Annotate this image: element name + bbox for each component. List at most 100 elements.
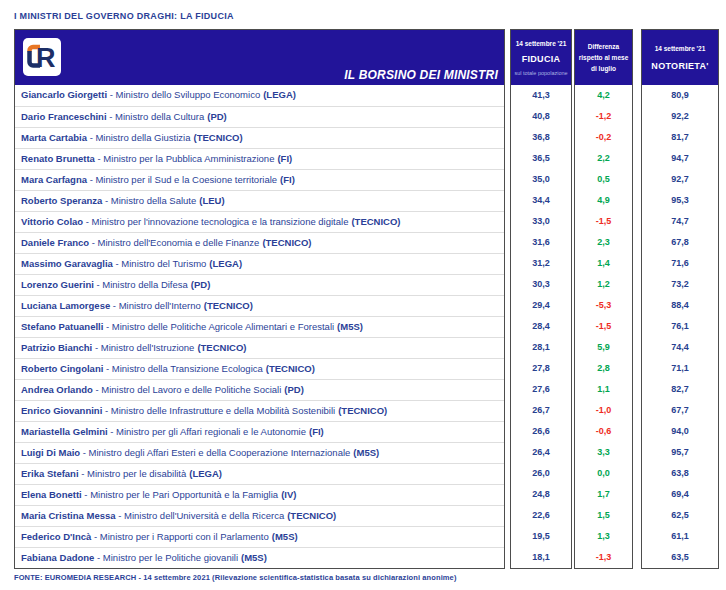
fiducia-value: 31,2 [511,253,571,274]
minister-name: Mariastella Gelmini [21,426,108,437]
name-role-separator: - [80,447,88,458]
table-row: Fabiana Dadone - Ministro per le Politic… [15,547,504,568]
minister-party: (M5S) [272,531,298,542]
notorieta-column-body: 80,992,281,794,792,795,374,767,871,673,2… [642,85,718,568]
fiducia-value: 36,5 [511,148,571,169]
minister-name: Vittorio Colao [21,216,83,227]
table-row: Renato Brunetta - Ministro per la Pubbli… [15,148,504,169]
table-row: Mara Carfagna - Ministro per il Sud e la… [15,169,504,190]
minister-name: Erika Stefani [21,468,79,479]
notorieta-value: 67,7 [642,400,718,421]
minister-name: Maria Cristina Messa [21,510,116,521]
name-role-separator: - [82,489,90,500]
fiducia-value: 41,3 [511,85,571,106]
minister-name: Roberto Cingolani [21,363,103,374]
differenza-value: -1,0 [575,400,632,421]
differenza-value: -1,5 [575,316,632,337]
notorieta-value: 92,2 [642,106,718,127]
table-row: Giancarlo Giorgetti - Ministro dello Svi… [15,85,504,106]
fiducia-value: 31,6 [511,232,571,253]
name-role-separator: - [93,384,101,395]
fiducia-sublabel: sul totale popolazione [514,70,567,76]
differenza-value: 0,0 [575,463,632,484]
name-role-separator: - [89,237,97,248]
minister-role: Ministro per il Sud e la Coesione territ… [95,174,277,185]
minister-party: (TECNICO) [197,342,246,353]
minister-role: Ministro degli Affari Esteri e della Coo… [89,447,351,458]
minister-party: (M5S) [241,552,267,563]
name-role-separator: - [110,300,118,311]
euromedia-research-logo-icon: R [23,38,61,76]
notorieta-value: 67,8 [642,232,718,253]
table-row: Luigi Di Maio - Ministro degli Affari Es… [15,442,504,463]
fiducia-value: 28,4 [511,316,571,337]
minister-role: Ministro per l'innovazione tecnologica e… [92,216,349,227]
notorieta-value: 95,3 [642,190,718,211]
differenza-value: -5,3 [575,295,632,316]
fiducia-value: 34,4 [511,190,571,211]
minister-party: (PD) [207,111,227,122]
table-row: Vittorio Colao - Ministro per l'innovazi… [15,211,504,232]
minister-name: Daniele Franco [21,237,89,248]
minister-role: Ministro per gli Affari regionali e le A… [116,426,306,437]
differenza-value: 5,9 [575,337,632,358]
source-note: FONTE: EUROMEDIA RESEARCH - 14 settembre… [14,573,457,582]
minister-party: (PD) [284,384,304,395]
table-row: Enrico Giovannini - Ministro delle Infra… [15,400,504,421]
notorieta-value: 76,1 [642,316,718,337]
minister-role: Ministro della Cultura [115,111,204,122]
notorieta-value: 92,7 [642,169,718,190]
differenza-value: -0,2 [575,127,632,148]
minister-party: (LEGA) [263,89,296,100]
minister-role: Ministro della Transizione Ecologica [112,363,263,374]
notorieta-value: 73,2 [642,274,718,295]
minister-name: Luciana Lamorgese [21,300,110,311]
minister-name: Massimo Garavaglia [21,258,113,269]
fiducia-value: 26,4 [511,442,571,463]
table-row: Marta Cartabia - Ministro della Giustizi… [15,127,504,148]
notorieta-label: NOTORIETA' [651,61,708,71]
table-row: Federico D'Incà - Ministro per i Rapport… [15,526,504,547]
table-row: Roberto Speranza - Ministro della Salute… [15,190,504,211]
differenza-value: 0,5 [575,169,632,190]
name-role-separator: - [107,111,115,122]
minister-role: Ministro dell'Università e della Ricerca [124,510,284,521]
minister-name: Enrico Giovannini [21,405,102,416]
fiducia-date: 14 settembre '21 [516,40,567,47]
minister-name: Lorenzo Guerini [21,279,94,290]
minister-name: Andrea Orlando [21,384,93,395]
fiducia-value: 27,8 [511,358,571,379]
differenza-value: 1,1 [575,379,632,400]
table-row: Andrea Orlando - Ministro del Lavoro e d… [15,379,504,400]
minister-role: Ministro della Salute [111,195,197,206]
minister-party: (LEGA) [209,258,242,269]
minister-party: (IV) [281,489,296,500]
minister-role: Ministro per i Rapporti con il Parlament… [100,531,269,542]
notorieta-value: 82,7 [642,379,718,400]
differenza-header: Differenza rispetto al mese di luglio [575,30,632,85]
notorieta-value: 71,1 [642,358,718,379]
fiducia-value: 29,4 [511,295,571,316]
fiducia-value: 26,7 [511,400,571,421]
notorieta-value: 80,9 [642,85,718,106]
fiducia-value: 33,0 [511,211,571,232]
minister-party: (TECNICO) [262,237,311,248]
notorieta-value: 81,7 [642,127,718,148]
minister-party: (TECNICO) [338,405,387,416]
name-role-separator: - [92,342,100,353]
differenza-value: 4,2 [575,85,632,106]
fiducia-value: 28,1 [511,337,571,358]
banner-title: IL BORSINO DEI MINISTRI [344,68,498,82]
minister-party: (TECNICO) [266,363,315,374]
differenza-value: -1,2 [575,106,632,127]
notorieta-value: 63,8 [642,463,718,484]
fiducia-value: 26,6 [511,421,571,442]
fiducia-header: 14 settembre '21 FIDUCIA sul totale popo… [511,30,571,85]
notorieta-header: 14 settembre '21 NOTORIETA' [642,30,718,85]
differenza-value: 1,7 [575,484,632,505]
fiducia-value: 36,8 [511,127,571,148]
name-role-separator: - [103,363,111,374]
table-row: Stefano Patuanelli - Ministro delle Poli… [15,316,504,337]
minister-role: Ministro dell'Economia e delle Finanze [98,237,260,248]
minister-name: Roberto Speranza [21,195,102,206]
